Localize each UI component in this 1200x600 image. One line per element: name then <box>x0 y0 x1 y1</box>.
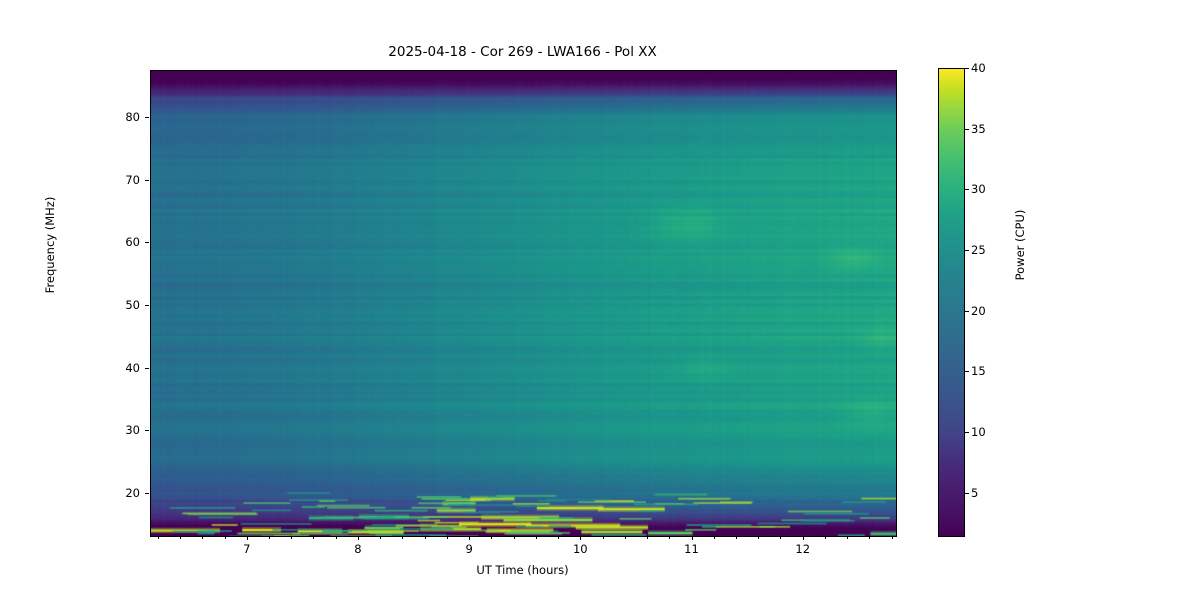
colorbar-label: Power (CPU) <box>1013 209 1027 281</box>
colorbar-tick-label: 40 <box>971 61 986 75</box>
x-tick-minor <box>157 536 159 539</box>
x-tick-minor <box>869 536 871 539</box>
x-tick-minor <box>780 536 782 539</box>
x-tick-minor <box>402 536 404 539</box>
x-tick-label: 8 <box>354 542 362 556</box>
x-tick-minor <box>491 536 493 539</box>
x-tick-minor <box>847 536 849 539</box>
x-tick-minor <box>713 536 715 539</box>
y-tick-label: 30 <box>125 423 140 438</box>
x-tick-minor <box>647 536 649 539</box>
colorbar-tick <box>965 189 969 191</box>
x-tick-minor <box>624 536 626 539</box>
x-tick-minor <box>758 536 760 539</box>
x-tick-label: 11 <box>684 542 699 556</box>
x-tick-minor <box>224 536 226 539</box>
colorbar <box>938 68 965 537</box>
y-tick-major <box>145 493 149 494</box>
colorbar-tick-label: 20 <box>971 303 986 318</box>
x-tick-minor <box>424 536 426 539</box>
x-tick-major <box>802 536 804 540</box>
x-tick-minor <box>891 536 893 539</box>
x-tick-label: 10 <box>572 542 588 556</box>
dynamic-spectrum-heatmap <box>150 70 897 537</box>
x-tick-label: 7 <box>243 542 251 556</box>
x-tick-minor <box>513 536 515 539</box>
y-tick-major <box>145 117 149 118</box>
y-tick-label: 70 <box>125 172 140 187</box>
colorbar-tick <box>965 431 969 433</box>
x-axis-label: UT Time (hours) <box>476 563 569 577</box>
x-tick-minor <box>268 536 270 539</box>
heatmap-canvas <box>151 71 896 536</box>
x-tick-major <box>469 536 471 540</box>
colorbar-tick <box>965 128 969 130</box>
colorbar-tick <box>965 492 969 494</box>
y-tick-major <box>145 367 149 369</box>
x-tick-minor <box>180 536 182 539</box>
x-tick-minor <box>558 536 560 539</box>
y-tick-major <box>145 242 149 244</box>
x-tick-minor <box>313 536 315 539</box>
x-tick-major <box>246 536 248 540</box>
colorbar-tick <box>965 371 969 373</box>
x-tick-minor <box>446 536 448 539</box>
x-tick-minor <box>535 536 537 539</box>
colorbar-tick <box>965 310 969 312</box>
x-tick-minor <box>669 536 671 539</box>
page-title: 2025-04-18 - Cor 269 - LWA166 - Pol XX <box>388 44 657 60</box>
y-tick-label: 80 <box>125 110 140 124</box>
x-tick-minor <box>291 536 293 539</box>
y-tick-label: 20 <box>125 486 140 500</box>
x-tick-minor <box>735 536 737 539</box>
colorbar-tick-label: 10 <box>971 424 986 439</box>
colorbar-tick-label: 15 <box>971 364 986 379</box>
y-tick-label: 40 <box>125 360 140 375</box>
x-tick-major <box>357 536 359 540</box>
y-tick-major <box>145 430 149 432</box>
y-tick-major <box>145 305 149 306</box>
x-tick-minor <box>202 536 204 539</box>
y-tick-label: 50 <box>125 298 140 312</box>
y-axis-label: Frequency (MHz) <box>43 196 57 294</box>
x-tick-major <box>580 536 582 540</box>
x-tick-minor <box>380 536 382 539</box>
colorbar-tick-label: 35 <box>971 121 986 136</box>
x-tick-minor <box>824 536 826 539</box>
y-tick-major <box>145 179 149 181</box>
x-tick-minor <box>335 536 337 539</box>
y-tick-label: 60 <box>125 235 140 250</box>
x-tick-label: 9 <box>465 542 473 556</box>
x-tick-major <box>691 536 693 540</box>
x-tick-label: 12 <box>795 542 811 556</box>
x-tick-minor <box>602 536 604 539</box>
colorbar-tick-label: 30 <box>971 182 986 197</box>
colorbar-tick <box>965 68 969 69</box>
colorbar-tick-label: 25 <box>971 242 986 257</box>
colorbar-tick <box>965 249 969 251</box>
colorbar-tick-label: 5 <box>971 485 979 500</box>
